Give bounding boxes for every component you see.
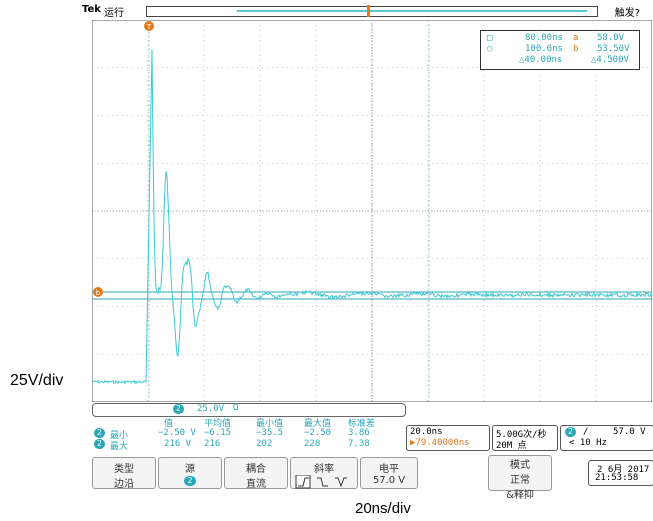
menu-mode-holdoff: &释抑 [506,490,534,501]
vertical-scale-annotation: 25V/div [10,372,64,389]
svg-text:T: T [146,23,152,31]
menu-mode-button[interactable]: 模式 正常 &释抑 [488,455,552,501]
meas-row-label: 最大 [110,442,129,452]
cursor-a-time: 80.00ns [525,33,563,43]
trigger-slope-icon: / [583,427,589,437]
acquisition-settings-box[interactable]: 5.00G次/秒 20M 点 [492,425,558,451]
horizontal-scale: 20.0ns [410,427,443,437]
channel-scale-bar[interactable]: 2 25.0V Ω [92,403,406,417]
bandwidth-icon: Ω [233,403,239,413]
cursor-b-marker-icon: b [573,44,579,54]
run-state-label: 运行 [104,8,124,19]
measurement-table: 值 平均值 最小值 最大值 标准差 2 最小 −2.50 V −6.15 −35… [92,416,404,452]
trigger-level: 57.0 V [613,427,646,437]
meas-cell: 7.38 [348,439,370,449]
meas-cell: −6.15 [204,428,232,438]
time-label: 21:53:58 [595,473,639,483]
date-label: 2 6月 2017 [597,465,650,475]
reference-marker-icon: b [93,287,103,297]
menu-level-button[interactable]: 电平 57.0 V [360,457,418,489]
meas-header-stddev: 标准差 [348,419,376,429]
graticule-grid [92,20,652,402]
menu-type-value: 边沿 [114,479,134,490]
channel-scale-value: 25.0V [197,404,225,414]
channel-badge: 2 [173,404,184,414]
cursor-a-voltage: 58.0V [597,33,625,43]
menu-level-value: 57.0 V [372,475,406,486]
channel-2-trace [92,49,652,385]
menu-type-button[interactable]: 类型 边沿 [92,457,156,490]
slope-options-icon [291,474,357,492]
horizontal-position: ▶79.40000ns [410,438,470,448]
trigger-channel-badge: 2 [565,427,576,437]
brand-label: Tek [82,4,101,15]
waveform-display: T b 2 [92,20,652,402]
meas-cell: 3.86 [348,428,370,438]
time-scale-annotation: 20ns/div [355,500,411,517]
trigger-settings-box[interactable]: 2 / 57.0 V < 10 Hz [560,425,653,451]
menu-source-button[interactable]: 源 2 [158,457,222,489]
meas-header-min: 最小值 [256,419,284,429]
meas-header-max: 最大值 [304,419,332,429]
top-status-bar: Tek 运行 触发? [82,4,652,19]
trigger-marker-icon: T [144,21,154,31]
trigger-state-label: 触发? [614,8,640,19]
cursor-b-voltage: 53.50V [597,44,630,54]
cursor-delta-voltage: △4.500V [591,55,629,65]
cursor-a-marker-icon: a [573,33,579,43]
menu-source-label: 源 [185,464,195,475]
meas-row-label: 最小 [110,431,129,441]
meas-cell: 228 [304,439,321,449]
meas-cell: 216 V [164,439,192,449]
trigger-frequency: < 10 Hz [569,438,607,448]
meas-header-mean: 平均值 [204,419,232,429]
menu-slope-button[interactable]: 斜率 [290,457,358,489]
record-view-bar [146,5,598,17]
menu-coupling-button[interactable]: 耦合 直流 [224,457,288,490]
meas-cell: 202 [256,439,273,449]
svg-text:b: b [96,289,101,297]
menu-type-label: 类型 [114,464,134,475]
menu-level-label: 电平 [379,464,399,475]
record-window-indicator [237,10,587,13]
menu-coupling-value: 直流 [246,479,266,490]
menu-source-value: 2 [159,475,221,486]
menu-mode-label: 模式 [510,460,530,471]
cursor-a-square-icon: □ [487,33,493,43]
menu-mode-value: 正常 [510,475,530,486]
meas-cell: −2.50 V [158,428,196,438]
sample-rate: 5.00G次/秒 [496,430,547,440]
meas-cell: −2.50 [304,428,332,438]
datetime-box: 2 6月 2017 21:53:58 [588,460,653,486]
menu-slope-label: 斜率 [314,464,334,475]
cursor-delta-time: △40.00ns [519,55,563,65]
trigger-position-icon [367,5,370,17]
cursor-b-time: 100.0ns [525,44,563,54]
horizontal-settings-box[interactable]: 20.0ns ▶79.40000ns [406,425,490,451]
cursor-readout-panel: □ 80.00ns a 58.0V ○ 100.0ns b 53.50V △40… [480,30,640,70]
meas-cell: −35.5 [256,428,284,438]
record-length: 20M 点 [496,441,527,451]
meas-cell: 216 [204,439,221,449]
menu-coupling-label: 耦合 [246,464,266,475]
meas-header-value: 值 [164,419,174,429]
cursor-b-circle-icon: ○ [487,44,493,54]
